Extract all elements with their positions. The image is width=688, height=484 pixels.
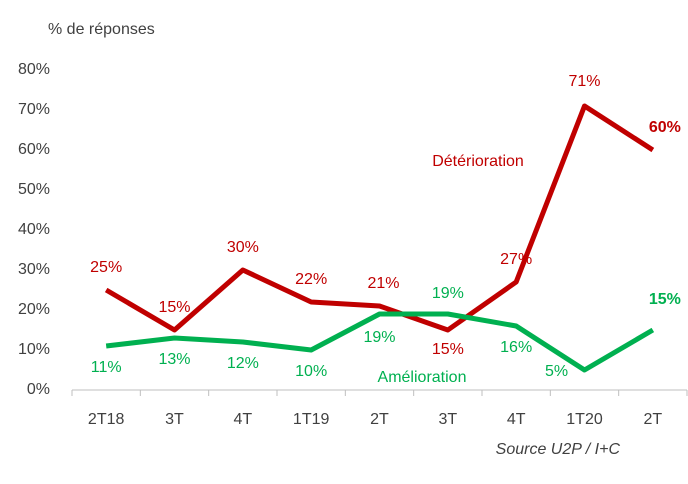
line-series — [105, 311, 655, 373]
line-series — [104, 103, 655, 333]
y-tick-label: 10% — [18, 341, 50, 358]
y-tick-label: 50% — [18, 181, 50, 198]
x-tick-label: 2T — [643, 411, 662, 428]
data-label: 5% — [545, 363, 568, 380]
data-label: 10% — [295, 363, 327, 380]
data-label: 19% — [432, 285, 464, 302]
data-label: 25% — [90, 259, 122, 276]
y-tick-label: 20% — [18, 301, 50, 318]
data-label: 13% — [158, 351, 190, 368]
data-label: 11% — [91, 359, 122, 376]
y-tick-label: 0% — [27, 381, 50, 398]
x-tick-label: 3T — [165, 411, 184, 428]
source-note: Source U2P / I+C — [496, 441, 621, 458]
y-axis-label: % de réponses — [48, 21, 155, 38]
x-tick-label: 1T20 — [566, 411, 603, 428]
x-tick-label: 1T19 — [293, 411, 330, 428]
series-name: Détérioration — [432, 153, 524, 170]
y-tick-label: 40% — [18, 221, 50, 238]
y-tick-label: 70% — [18, 101, 50, 118]
x-tick-label: 2T18 — [88, 411, 125, 428]
data-label: 15% — [649, 291, 681, 308]
series-name: Amélioration — [378, 369, 467, 386]
x-tick-label: 4T — [233, 411, 252, 428]
x-tick-label: 4T — [507, 411, 526, 428]
data-label: 12% — [227, 355, 259, 372]
data-label: 15% — [158, 299, 190, 316]
y-tick-label: 60% — [18, 141, 50, 158]
data-label: 21% — [367, 275, 399, 292]
data-label: 22% — [295, 271, 327, 288]
data-label: 27% — [500, 251, 532, 268]
data-label: 16% — [500, 339, 532, 356]
data-label: 15% — [432, 341, 464, 358]
y-tick-label: 30% — [18, 261, 50, 278]
data-label: 60% — [649, 119, 681, 136]
y-tick-label: 80% — [18, 61, 50, 78]
data-label: 19% — [363, 329, 395, 346]
data-label: 71% — [568, 73, 600, 90]
x-tick-label: 3T — [438, 411, 457, 428]
data-label: 30% — [227, 239, 259, 256]
x-tick-label: 2T — [370, 411, 389, 428]
